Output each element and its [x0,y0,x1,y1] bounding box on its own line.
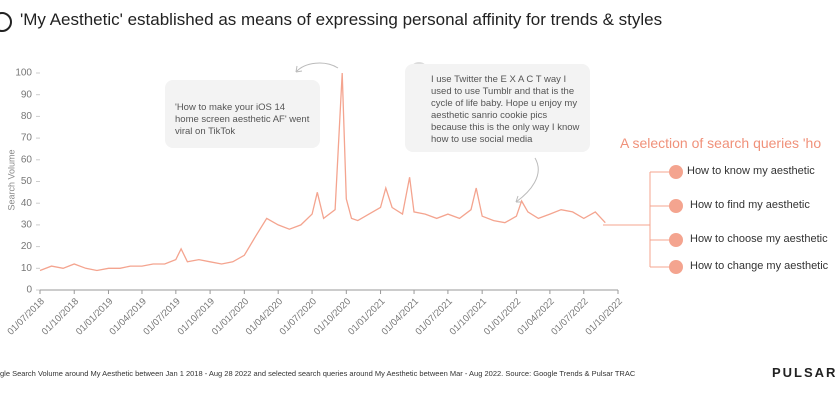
y-tick-label: 50 [21,176,33,187]
annotation: I use Twitter the E X A C T way I used t… [405,64,590,152]
y-tick-label: 70 [21,133,33,144]
bracket [603,171,676,268]
line-series [39,72,606,272]
query: How to find my aesthetic [690,199,810,211]
brand-logo: PULSAR [772,365,838,380]
query: How to know my aesthetic [687,165,815,177]
queries-heading: A selection of search queries 'ho [620,135,822,151]
y-tick-label: 90 [21,89,33,100]
query-dot [669,260,683,274]
y-tick-label: 60 [21,154,33,165]
query: How to choose my aesthetic [690,233,828,245]
query-dot [669,165,683,179]
title-icon [0,12,12,32]
y-tick-label: 80 [21,111,33,122]
arrow-head [295,65,303,73]
y-tick-label: 10 [21,263,33,274]
x-tick-label: 01/10/2022 [584,296,625,337]
title: 'My Aesthetic' established as means of e… [20,10,663,29]
y-tick-label: 30 [21,220,33,231]
arrow [515,157,539,203]
y-tick-label: 40 [21,198,33,209]
footnote: gle Search Volume around My Aesthetic be… [0,369,636,378]
query-dot [669,199,683,213]
query-dot [669,233,683,247]
y-tick-label: 0 [26,285,32,296]
y-axis-title: Search Volume [6,149,16,210]
y-tick-label: 100 [15,68,32,79]
y-tick-label: 20 [21,241,33,252]
query: How to change my aesthetic [690,260,829,272]
annotation: 'How to make your iOS 14 home screen aes… [165,80,320,148]
arrow [295,62,339,73]
